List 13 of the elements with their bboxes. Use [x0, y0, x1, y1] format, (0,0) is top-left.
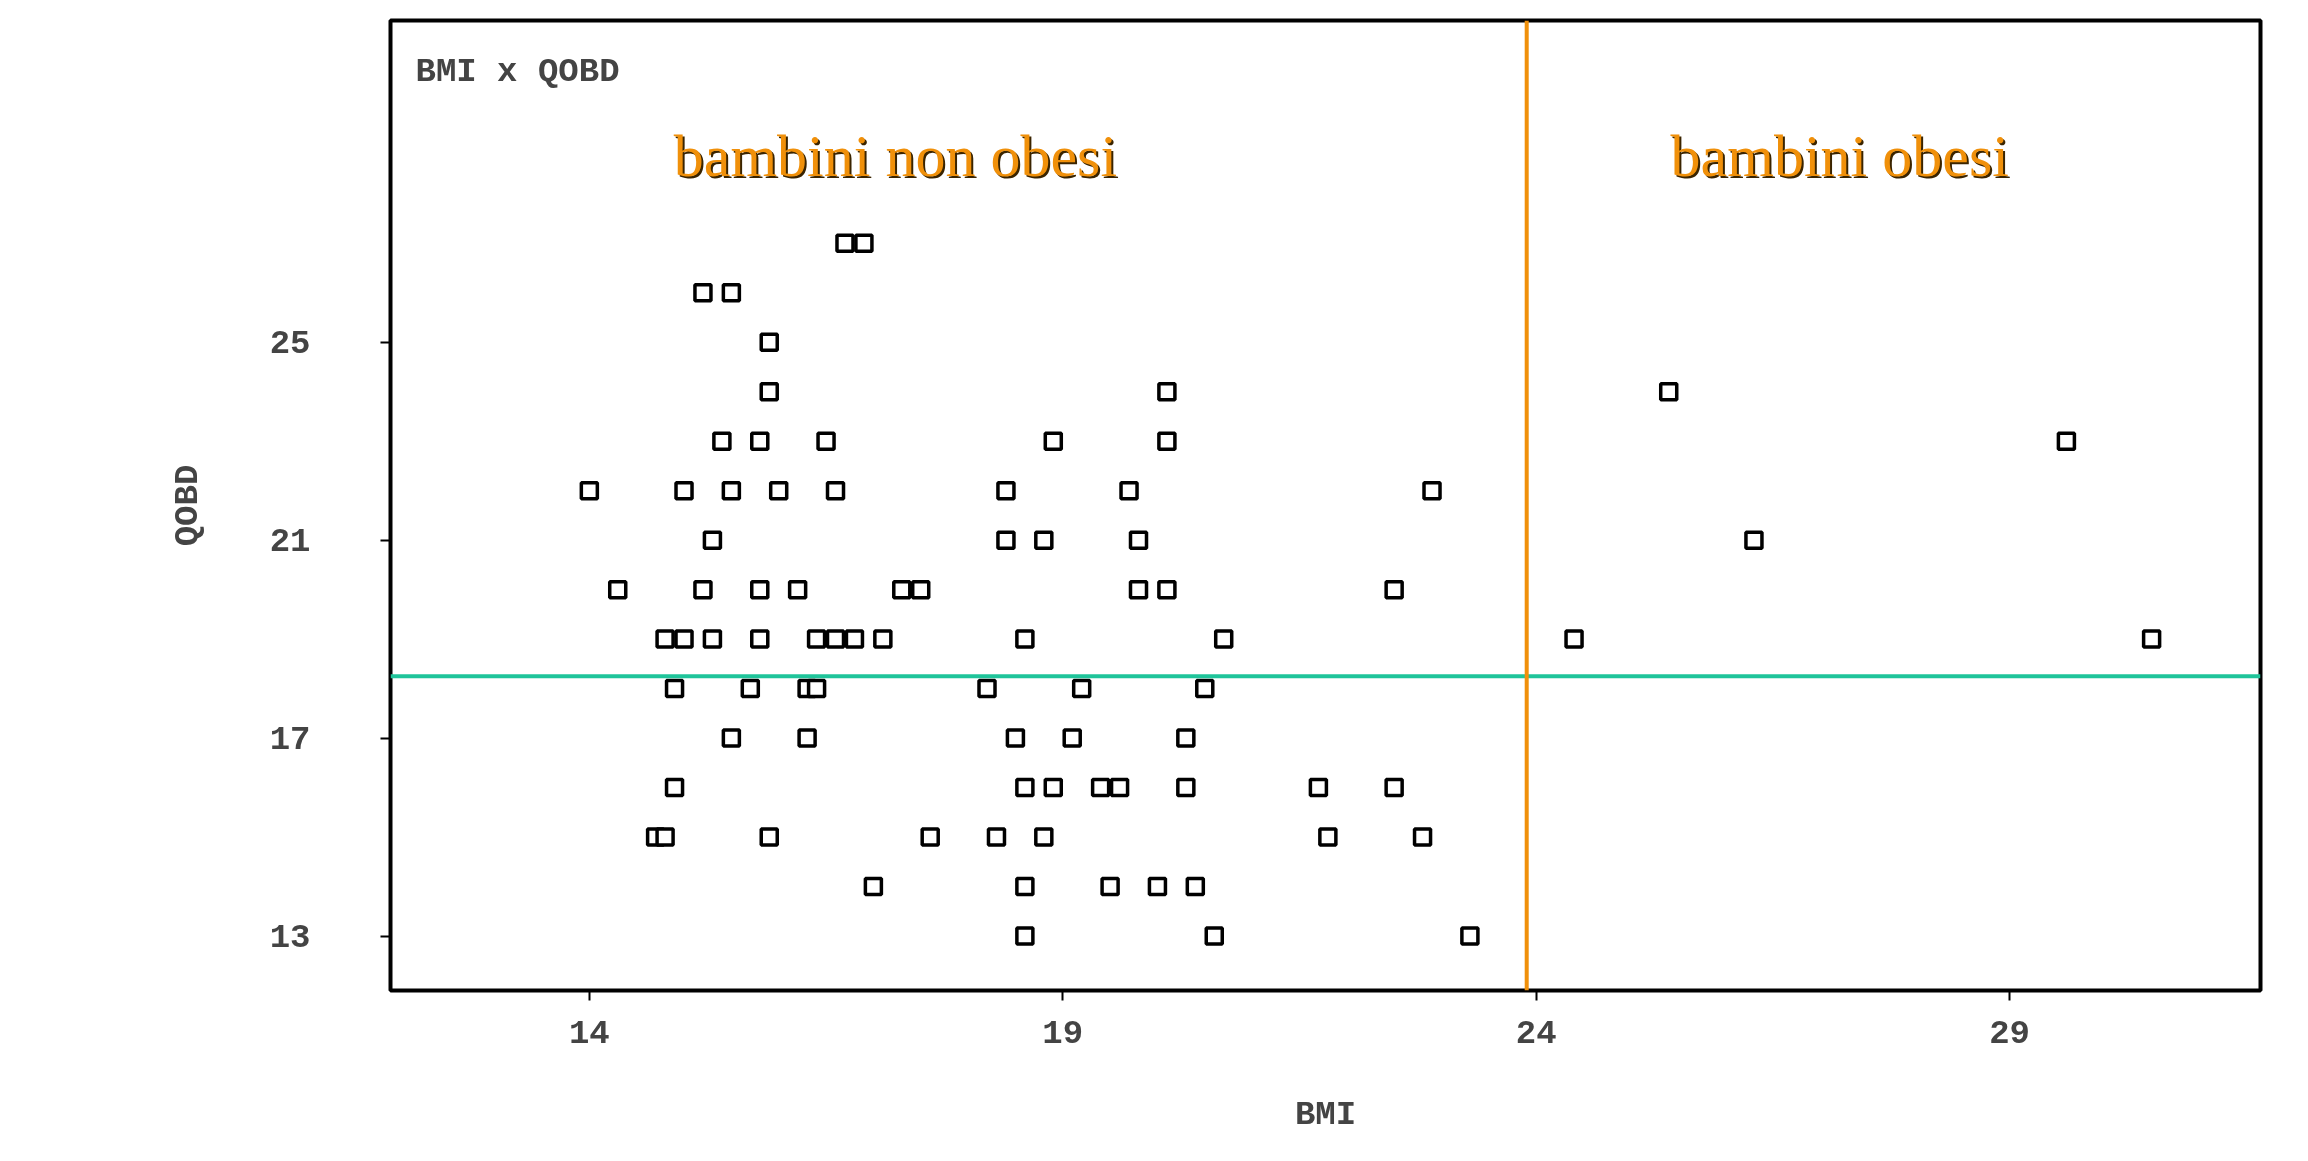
- x-tick-label: 24: [1515, 1014, 1557, 1053]
- x-tick-label: 29: [1989, 1014, 2030, 1053]
- y-tick-label: 25: [269, 325, 311, 364]
- x-tick-label: 14: [568, 1014, 610, 1053]
- annotation: bambini obesi: [1672, 125, 2011, 192]
- y-tick-label: 21: [269, 523, 311, 562]
- y-tick-label: 13: [269, 919, 311, 958]
- x-tick-label: 19: [1042, 1014, 1084, 1053]
- text: BMI x QOBD: [415, 52, 620, 91]
- x-axis-title: BMI: [1294, 1095, 1357, 1134]
- y-tick-label: 17: [269, 721, 311, 760]
- y-axis-title: QOBD: [168, 464, 207, 547]
- annotation: bambini non obesi: [675, 125, 1120, 192]
